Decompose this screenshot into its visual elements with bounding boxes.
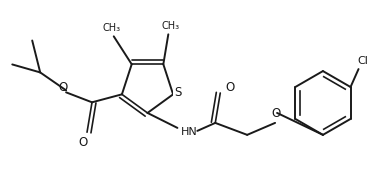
Text: O: O bbox=[59, 81, 68, 94]
Text: O: O bbox=[272, 108, 281, 120]
Text: Cl: Cl bbox=[357, 56, 368, 66]
Text: CH₃: CH₃ bbox=[161, 21, 179, 31]
Text: O: O bbox=[226, 81, 235, 94]
Text: O: O bbox=[78, 136, 88, 149]
Text: CH₃: CH₃ bbox=[103, 23, 121, 33]
Text: HN: HN bbox=[181, 127, 198, 137]
Text: S: S bbox=[174, 86, 182, 99]
